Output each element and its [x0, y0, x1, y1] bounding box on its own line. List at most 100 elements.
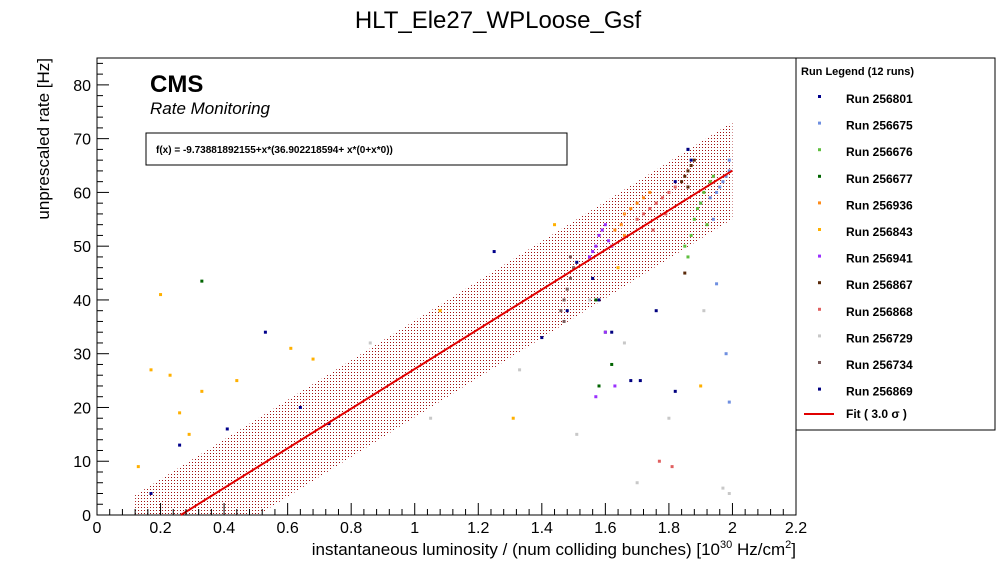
- x-tick-label: 0: [93, 520, 102, 537]
- data-point: [613, 228, 617, 232]
- data-point: [600, 228, 604, 232]
- data-point: [727, 169, 731, 173]
- data-point: [702, 190, 706, 194]
- data-point: [667, 416, 671, 420]
- data-point: [673, 389, 677, 393]
- data-point: [692, 217, 696, 221]
- legend-entry-label: Run 256734: [846, 358, 913, 372]
- data-point: [648, 207, 652, 211]
- y-tick-label: 60: [73, 185, 91, 202]
- legend-marker: [818, 148, 821, 152]
- y-tick-label: 50: [73, 239, 91, 256]
- legend-marker: [818, 334, 821, 338]
- cms-label: CMS: [150, 71, 203, 98]
- data-point: [587, 255, 591, 259]
- data-point: [673, 185, 677, 189]
- fit-formula-box: [145, 132, 568, 166]
- x-axis-title-close: ]: [791, 540, 796, 559]
- data-point: [673, 180, 677, 184]
- x-tick-label: 0.4: [213, 520, 235, 537]
- data-point: [591, 250, 595, 254]
- data-point: [587, 298, 591, 302]
- legend-marker: [818, 281, 821, 285]
- fit-band-area: [135, 122, 733, 515]
- legend-marker: [818, 95, 821, 98]
- data-point: [721, 486, 725, 490]
- x-axis: 0 0.2 0.4 0.6 0.8 1 1.2 1.4 1.6 1.8 2 2.2: [93, 503, 807, 537]
- chart-title: HLT_Ele27_WPLoose_Gsf: [355, 7, 642, 34]
- x-tick-label: 0.2: [149, 520, 171, 537]
- data-point: [562, 319, 566, 323]
- data-point: [553, 223, 557, 227]
- x-axis-title-unit: Hz/cm: [732, 540, 785, 559]
- data-point: [263, 330, 267, 334]
- data-point: [613, 384, 617, 388]
- x-axis-title: instantaneous luminosity / (num collidin…: [312, 539, 796, 559]
- legend-entry-label: Run 256869: [846, 385, 913, 399]
- data-point: [235, 379, 239, 383]
- data-point: [562, 298, 566, 302]
- data-point: [651, 228, 655, 232]
- data-point: [657, 459, 661, 463]
- data-point: [492, 250, 496, 254]
- data-point: [705, 223, 709, 227]
- data-point: [594, 395, 598, 399]
- legend-entry-label: Run 256729: [846, 331, 913, 345]
- data-point: [629, 207, 633, 211]
- data-point: [638, 379, 642, 383]
- data-point: [661, 196, 665, 200]
- legend-entry-label: Run 256843: [846, 225, 913, 239]
- data-point: [622, 212, 626, 216]
- fit-formula-text: f(x) = -9.73881892155+x*(36.902218594+ x…: [156, 145, 393, 156]
- data-point: [168, 373, 172, 377]
- data-point: [680, 180, 684, 184]
- data-point: [689, 164, 693, 168]
- data-point: [724, 174, 728, 178]
- data-point: [619, 223, 623, 227]
- y-tick-label: 30: [73, 347, 91, 364]
- x-tick-label: 0.6: [277, 520, 299, 537]
- legend-marker: [818, 387, 821, 391]
- data-point: [708, 180, 712, 184]
- series-run-256868: [635, 185, 677, 469]
- data-point: [622, 341, 626, 345]
- data-point: [572, 266, 576, 270]
- legend-box: [795, 57, 996, 431]
- data-point: [641, 212, 645, 216]
- data-points: [136, 147, 731, 495]
- data-point: [727, 400, 731, 404]
- data-point: [686, 169, 690, 173]
- data-point: [559, 309, 563, 313]
- data-point: [718, 185, 722, 189]
- data-point: [686, 185, 690, 189]
- x-axis-title-sup2: 2: [785, 539, 791, 551]
- data-point: [311, 357, 315, 361]
- y-tick-label: 20: [73, 400, 91, 417]
- legend-marker: [818, 254, 821, 258]
- data-point: [635, 481, 639, 485]
- x-tick-label: 1: [410, 520, 419, 537]
- data-point: [689, 158, 693, 162]
- data-point: [591, 276, 595, 280]
- data-point: [622, 233, 626, 237]
- data-point: [686, 147, 690, 151]
- data-point: [597, 384, 601, 388]
- data-point: [597, 298, 601, 302]
- data-point: [136, 465, 140, 469]
- data-point: [568, 255, 572, 259]
- data-point: [289, 346, 293, 350]
- data-point: [594, 244, 598, 248]
- data-point: [683, 271, 687, 275]
- series-run-256941: [587, 223, 617, 399]
- data-point: [686, 255, 690, 259]
- x-tick-label: 1.8: [658, 520, 680, 537]
- data-point: [200, 279, 204, 283]
- fit-band: [135, 122, 733, 515]
- data-point: [565, 287, 569, 291]
- series-run-256869: [327, 147, 690, 426]
- data-point: [597, 233, 601, 237]
- data-point: [540, 336, 544, 340]
- fit-line: [180, 169, 733, 516]
- data-point: [178, 411, 182, 415]
- y-tick-label: 80: [73, 78, 91, 95]
